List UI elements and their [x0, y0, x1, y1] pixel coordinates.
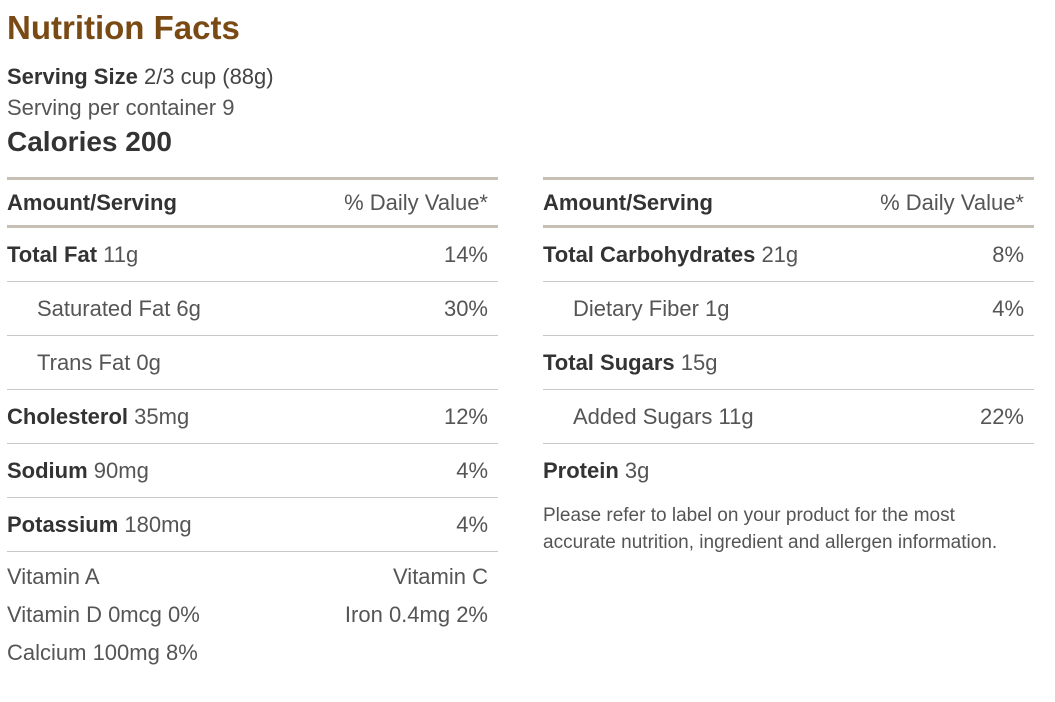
nutrient-value: 11g [103, 241, 139, 267]
nutrient-value: 21g [761, 241, 799, 267]
nutrient-label: Trans Fat 0g [37, 349, 161, 375]
nutrient-value: 90mg [93, 457, 149, 483]
serving-size-value: 2/3 cup (88g) [143, 64, 274, 89]
nutrient-row-saturated-fat: Saturated Fat 6g 30% [7, 282, 498, 336]
vitamin-c: Vitamin C [393, 564, 488, 589]
daily-value-header: % Daily Value* [344, 189, 488, 215]
nutrient-row-total-sugars: Total Sugars 15g [543, 336, 1034, 390]
nutrients-right-column: Amount/Serving % Daily Value* Total Carb… [543, 177, 1034, 556]
nutrient-value: 15g [680, 349, 718, 375]
nutrient-value: 180mg [124, 511, 192, 537]
calories: Calories 200 [7, 126, 172, 157]
vitamin-a: Vitamin A [7, 564, 100, 589]
vitamin-row: Calcium 100mg 8% [7, 634, 498, 672]
nutrient-row-protein: Protein 3g [543, 444, 1034, 498]
nutrients-left-column: Amount/Serving % Daily Value* Total Fat … [7, 177, 498, 672]
serving-size-label: Serving Size [7, 64, 138, 89]
nutrient-row-trans-fat: Trans Fat 0g [7, 336, 498, 390]
daily-value-header: % Daily Value* [880, 189, 1024, 215]
nutrient-label: Total Carbohydrates [543, 241, 756, 267]
nutrient-row-total-fat: Total Fat 11g 14% [7, 228, 498, 282]
nutrient-row-potassium: Potassium 180mg 4% [7, 498, 498, 552]
calcium: Calcium 100mg 8% [7, 640, 198, 665]
vitamin-row: Vitamin A Vitamin C [7, 558, 498, 596]
nutrient-label: Total Fat [7, 241, 98, 267]
servings-per-container: Serving per container 9 [7, 95, 235, 120]
disclaimer-note: Please refer to label on your product fo… [543, 505, 998, 553]
nutrient-percent: 4% [456, 457, 488, 483]
serving-size: Serving Size 2/3 cup (88g) [7, 63, 274, 91]
nutrient-percent: 12% [443, 403, 488, 429]
nutrient-label: Total Sugars [543, 349, 675, 375]
nutrient-percent: 14% [443, 241, 488, 267]
nutrient-percent: 4% [992, 295, 1024, 321]
nutrient-label: Protein [543, 458, 619, 483]
nutrient-label: Sodium [7, 457, 88, 483]
nutrient-label: Dietary Fiber 1g [573, 295, 730, 321]
page-title: Nutrition Facts [7, 9, 240, 46]
nutrient-label: Cholesterol [7, 403, 129, 429]
vitamin-d: Vitamin D 0mcg 0% [7, 602, 200, 627]
nutrient-label: Added Sugars 11g [573, 403, 754, 429]
nutrient-value: 3g [624, 458, 650, 483]
iron: Iron 0.4mg 2% [344, 602, 488, 627]
nutrient-percent: 4% [456, 511, 488, 537]
nutrient-row-added-sugars: Added Sugars 11g 22% [543, 390, 1034, 444]
table-header: Amount/Serving % Daily Value* [7, 177, 498, 228]
nutrient-row-dietary-fiber: Dietary Fiber 1g 4% [543, 282, 1034, 336]
amount-serving-header: Amount/Serving [543, 189, 713, 215]
nutrient-percent: 8% [992, 241, 1024, 267]
table-header: Amount/Serving % Daily Value* [543, 177, 1034, 228]
nutrient-value: 35mg [134, 403, 190, 429]
nutrient-percent: 30% [443, 295, 488, 321]
nutrient-label: Potassium [7, 511, 119, 537]
nutrient-row-cholesterol: Cholesterol 35mg 12% [7, 390, 498, 444]
amount-serving-header: Amount/Serving [7, 189, 177, 215]
vitamin-row: Vitamin D 0mcg 0% Iron 0.4mg 2% [7, 596, 498, 634]
nutrient-row-sodium: Sodium 90mg 4% [7, 444, 498, 498]
nutrient-label: Saturated Fat 6g [37, 295, 201, 321]
nutrient-percent: 22% [979, 403, 1024, 429]
nutrient-row-total-carbohydrates: Total Carbohydrates 21g 8% [543, 228, 1034, 282]
